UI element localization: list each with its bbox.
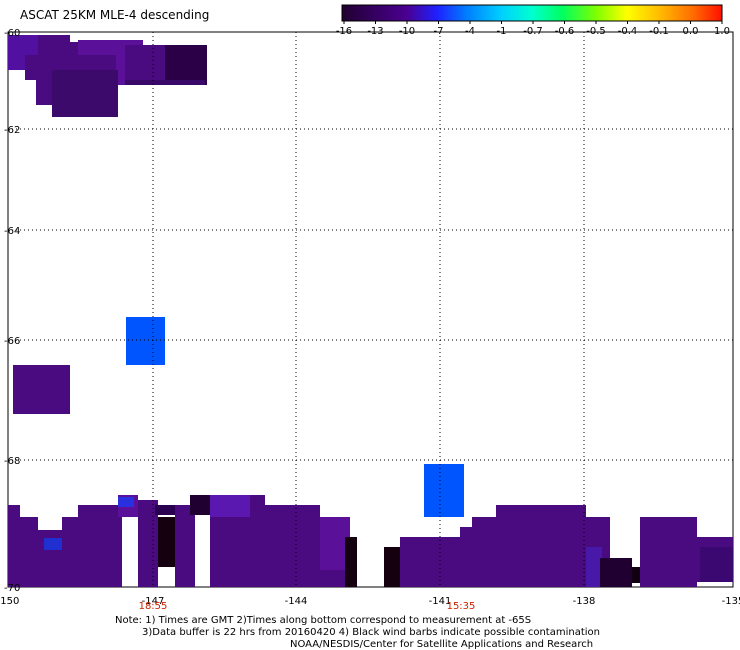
pass-time-label: 15:35 xyxy=(447,601,476,612)
lat-label: -62 xyxy=(4,125,20,136)
map-title: ASCAT 25KM MLE-4 descending xyxy=(20,8,210,22)
lon-label: -135 xyxy=(722,596,740,607)
swath-cell xyxy=(126,317,165,365)
lat-label: -60 xyxy=(4,28,20,39)
swath-cell xyxy=(345,537,357,587)
swath-cell xyxy=(13,365,70,414)
swath-cell xyxy=(210,495,250,517)
plot-frame xyxy=(7,31,734,588)
swath-cell xyxy=(158,517,178,567)
swath-cell xyxy=(320,570,345,587)
lon-label: -144 xyxy=(285,596,308,607)
lon-label: -141 xyxy=(429,596,452,607)
swath-cell xyxy=(20,517,38,587)
note-line-2: 3)Data buffer is 22 hrs from 20160420 4)… xyxy=(142,627,600,638)
lat-label: -68 xyxy=(4,456,20,467)
note-line-3: NOAA/NESDIS/Center for Satellite Applica… xyxy=(290,639,594,650)
swath-cell xyxy=(52,70,118,117)
swath-cell xyxy=(165,45,207,85)
swath-cell xyxy=(190,495,210,515)
swath-cell xyxy=(424,464,464,517)
lon-label: -147 xyxy=(142,596,165,607)
swath-cell xyxy=(118,497,134,507)
swath-cell xyxy=(210,517,270,587)
swath-cell xyxy=(78,505,118,517)
swath-cell xyxy=(265,505,320,587)
note-line-1: Note: 1) Times are GMT 2)Times along bot… xyxy=(115,615,532,626)
swath-cell xyxy=(400,537,460,587)
swath-cell xyxy=(44,538,62,550)
wind-swaths xyxy=(8,35,733,587)
swath-cell xyxy=(384,547,401,587)
swath-cell xyxy=(62,517,122,587)
lon-label: -150 xyxy=(0,596,19,607)
swath-cell xyxy=(8,505,20,587)
swath-cell xyxy=(586,547,602,587)
graticule xyxy=(8,32,733,587)
lat-label: -70 xyxy=(4,583,20,594)
lat-label: -64 xyxy=(4,226,20,237)
colorbar-gradient xyxy=(341,4,723,22)
swath-cell xyxy=(700,547,733,582)
pass-time-label: 18:55 xyxy=(139,601,168,612)
swath-cell xyxy=(600,558,632,587)
swath-cell xyxy=(460,527,500,587)
swath-cell xyxy=(25,55,40,80)
lat-label: -66 xyxy=(4,336,20,347)
swath-cell xyxy=(155,505,175,515)
swath-cell xyxy=(496,505,586,587)
lon-label: -138 xyxy=(573,596,596,607)
swath-cell xyxy=(472,517,502,527)
swath-cell xyxy=(125,45,165,85)
swath-cell xyxy=(175,505,195,587)
swath-cell xyxy=(640,517,697,587)
swath-cell xyxy=(125,80,205,85)
swath-cell xyxy=(138,500,158,587)
